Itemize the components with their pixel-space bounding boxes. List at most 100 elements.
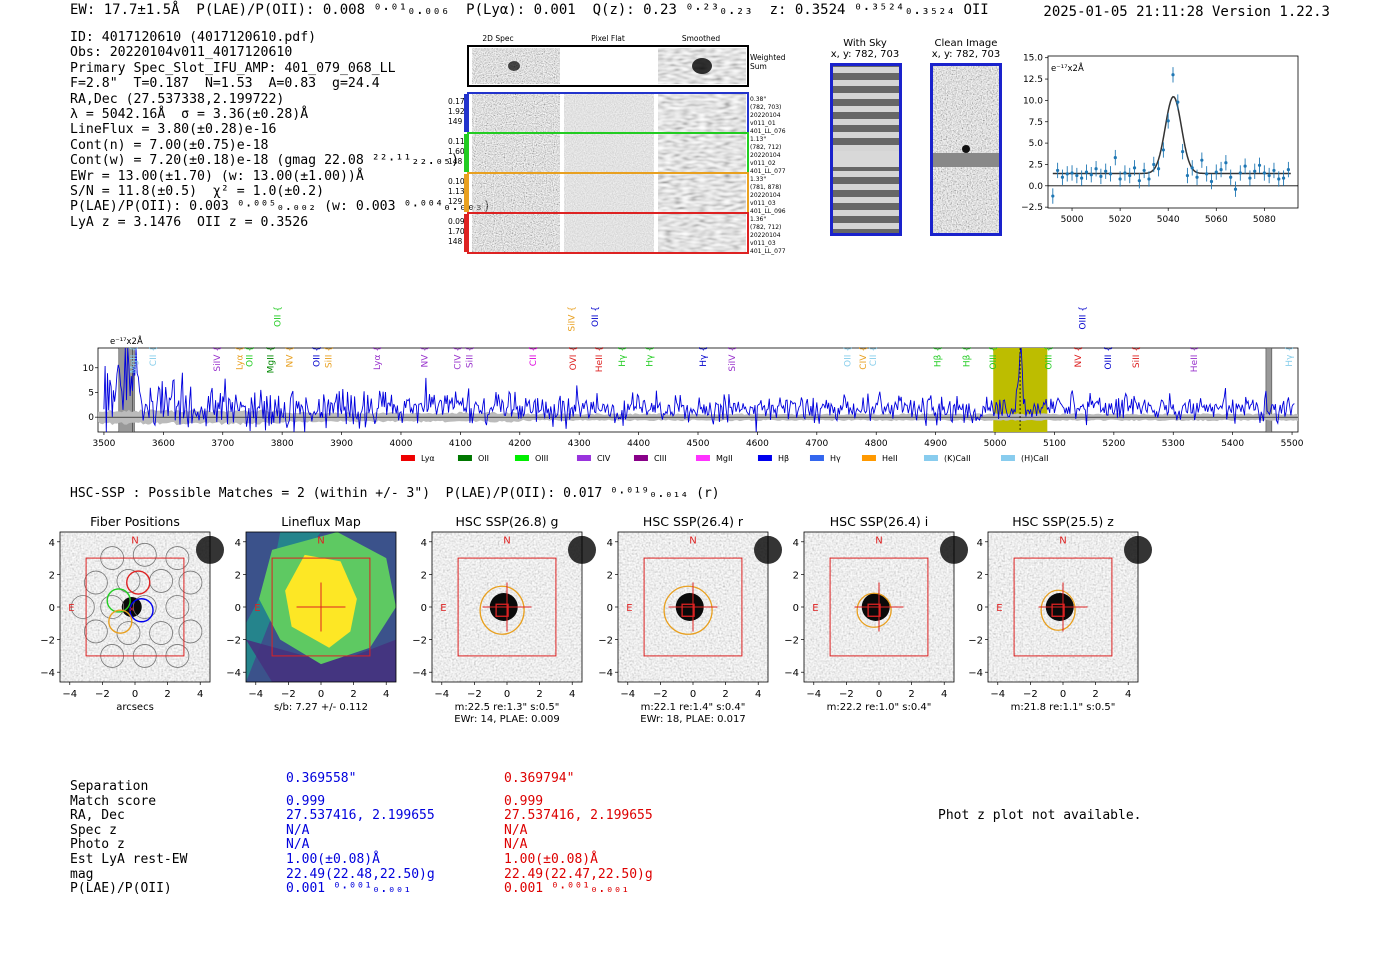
data-point (1065, 172, 1069, 176)
panel-title: Lineflux Map (281, 514, 361, 529)
x-tick-label: 0 (876, 689, 882, 700)
data-point (1214, 170, 1218, 174)
y-tick-label: 4 (793, 538, 799, 549)
legend-label: (K)CaII (944, 454, 971, 463)
cutout-row-stat: 1.70 (448, 227, 465, 236)
hsc-panel: Lineflux Map N E 4 2 0 −2 −4 −4 −2 0 2 4 s/b: 7.27 +/… (226, 514, 397, 713)
line-label: NV { (1074, 346, 1084, 367)
north-label: N (131, 535, 138, 546)
cutout-row-meta: v011_02 (750, 160, 776, 167)
data-point (1128, 173, 1132, 178)
data-point (1089, 173, 1093, 177)
data-point (1118, 177, 1122, 181)
cutout-row-meta: 401_LL_096 (750, 208, 786, 215)
legend-swatch (514, 455, 529, 461)
y-tick-label: 0 (49, 603, 55, 614)
data-point (1176, 100, 1180, 104)
y-tick-label: 2 (793, 570, 799, 581)
y-tick-label: −2 (226, 636, 241, 647)
cutout-row-meta: (782, 712) (750, 144, 781, 151)
spectrum-line (103, 347, 1295, 433)
clean-image-title: Clean Image x, y: 782, 703 (931, 38, 1001, 60)
panel-caption: arcsecs (116, 702, 154, 713)
cutout-row-stat: 1.13 (448, 187, 465, 196)
table-row: P(LAE)/P(OII) 0.001 ⁰·⁰⁰¹₀.₀₀₁ 0.001 ⁰·⁰⁰¹… (70, 881, 630, 897)
col-title-smoothed: Smoothed (682, 34, 721, 43)
north-label: N (503, 535, 510, 546)
line-label: Hβ { (963, 346, 973, 367)
x-tick-label: −2 (281, 689, 296, 700)
primary-fiber (126, 570, 151, 595)
info-line: P(LAE)/P(OII): 0.003 ⁰·⁰⁰⁵₀.₀₀₂ (w: 0.00… (70, 199, 491, 215)
cutout-row-meta: 401_LL_077 (750, 248, 786, 255)
data-point (1171, 73, 1175, 77)
legend-swatch (757, 455, 772, 461)
data-point (1243, 164, 1247, 168)
data-point (1195, 175, 1199, 179)
aperture-box (1051, 603, 1065, 617)
data-point (1185, 173, 1190, 178)
y-tick-label: 5 (88, 388, 94, 398)
fiber-outline (83, 619, 108, 644)
detection-box (271, 557, 371, 657)
y-tick-label: 0 (607, 603, 613, 614)
panel-caption: m:21.8 re:1.1" s:0.5" (1011, 702, 1116, 713)
legend-label: MgII (716, 454, 733, 463)
y-tick-label: 4 (607, 538, 613, 549)
line-label: Hγ { (1285, 346, 1295, 367)
east-label: E (996, 603, 1002, 614)
x-tick-label: 0 (504, 689, 510, 700)
y-tick-label: 4 (49, 538, 55, 549)
data-point (1152, 162, 1156, 167)
cutout-row-meta: (782, 712) (750, 224, 781, 231)
x-tick-label: 4700 (805, 439, 828, 449)
data-point (1123, 171, 1127, 175)
panel-title: HSC SSP(26.4) r (643, 514, 744, 529)
data-point (1224, 161, 1228, 165)
x-tick-label: 4600 (746, 439, 769, 449)
cutout-row-stat: 0.17 (448, 97, 465, 106)
legend-label: HeII (882, 454, 898, 463)
panel-title: HSC SSP(25.5) z (1012, 514, 1114, 529)
summary-header: EW: 17.7±1.5Å P(LAE)/P(OII): 0.008 ⁰·⁰¹₀… (70, 2, 989, 18)
line-label: OII { (844, 346, 854, 367)
data-point (1075, 173, 1079, 178)
legend-swatch (576, 455, 591, 461)
north-label: N (317, 535, 324, 546)
source-ellipse (479, 585, 525, 635)
x-tick-label: 4 (569, 689, 575, 700)
spectrum-ylabel: e⁻¹⁷x2Å (110, 335, 143, 347)
x-tick-label: −4 (62, 689, 77, 700)
y-tick-label: 10.0 (1023, 96, 1043, 106)
x-tick-label: 2 (722, 689, 728, 700)
data-point (1099, 174, 1103, 179)
legend-label: Hβ (778, 454, 789, 463)
x-tick-label: −2 (1023, 689, 1038, 700)
with-sky-title: With Sky x, y: 782, 703 (830, 38, 900, 60)
info-line: Obs: 20220104v011_4017120610 (70, 45, 293, 61)
cutout-row-meta: 20220104 (750, 192, 781, 199)
x-tick-label: 4 (941, 689, 947, 700)
panel-title: HSC SSP(26.4) i (830, 514, 928, 529)
cutout-row-meta: 401_LL_076 (750, 128, 786, 135)
cutout-row-meta: (781, 878) (750, 184, 781, 191)
line-label: OII { (591, 306, 601, 327)
line-label: OIII { (1104, 346, 1114, 370)
legend-swatch (861, 455, 876, 461)
table-row: Spec z N/A N/A (70, 822, 528, 838)
cutout-row-stat: 129 (448, 197, 463, 206)
data-point (1142, 168, 1146, 173)
data-point (1238, 171, 1242, 175)
detection-box (85, 557, 185, 657)
x-tick-label: 5500 (1281, 439, 1304, 449)
line-label: NV { (421, 346, 431, 367)
line-label: Hβ { (933, 346, 943, 367)
x-tick-label: 4100 (449, 439, 472, 449)
table-row: Separation 0.369558" 0.369794" (70, 771, 575, 794)
legend-label: Hγ (830, 454, 841, 463)
line-label: Hγ { (699, 346, 709, 367)
fiber-outline (165, 595, 190, 619)
cutout-row-meta: 401_LL_077 (750, 168, 786, 175)
line-label: HeII { (1190, 346, 1200, 372)
